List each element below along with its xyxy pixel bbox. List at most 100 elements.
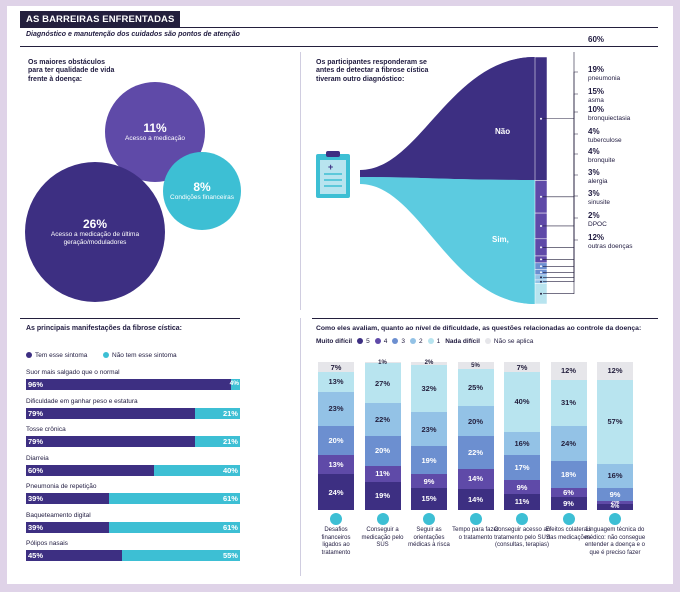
difficulty-segment: 12% bbox=[597, 361, 633, 380]
bubble-value: 26% bbox=[82, 216, 108, 231]
difficulty-segment: 19% bbox=[411, 445, 447, 475]
difficulty-category-label: Desafios financeiros ligados ao tratamen… bbox=[321, 527, 351, 556]
hbar-has-symptom: 45% bbox=[26, 550, 123, 561]
difficulty-segment: 32% bbox=[411, 363, 447, 413]
hbar-value: 40% bbox=[222, 465, 238, 475]
sankey-chart: + Não Sim, bbox=[316, 52, 578, 305]
difficulty-segment: 23% bbox=[411, 411, 447, 447]
category-icon bbox=[330, 513, 342, 525]
difficulty-legend-item: 2 bbox=[409, 338, 423, 345]
category-icon bbox=[609, 513, 621, 525]
difficulty-segment: 22% bbox=[457, 435, 494, 469]
category-icon bbox=[516, 513, 528, 525]
difficulty-column: 9% 6% 18% 24% 31% 12% bbox=[550, 361, 587, 510]
difficulty-segment: 20% bbox=[318, 424, 354, 456]
hbar-no-symptom: 61% bbox=[109, 521, 240, 533]
difficulty-segment: 18% bbox=[550, 460, 587, 488]
difficulty-category-label: Seguir as orientações médicas à risca bbox=[408, 527, 450, 548]
sankey-anchor-dot bbox=[540, 117, 542, 120]
bubble-modulators: 26% Acesso a medicação de última geração… bbox=[25, 162, 165, 302]
difficulty-column: 14% 14% 22% 20% 25% 5% bbox=[457, 361, 494, 510]
sankey-leader-line bbox=[543, 71, 578, 198]
hbar-value: 55% bbox=[222, 551, 238, 560]
legend-dot bbox=[374, 338, 381, 345]
difficulty-segment: 23% bbox=[318, 390, 354, 426]
hbar-row: 79% 21% bbox=[26, 436, 240, 447]
difficulty-category-label: Conseguir a medicação pelo SUS bbox=[361, 527, 404, 548]
difficulty-segment: 15% bbox=[411, 486, 447, 510]
hbar-value: 45% bbox=[28, 551, 44, 560]
sankey-leader-line bbox=[543, 174, 578, 273]
sankey-item-label: 15% asma bbox=[588, 87, 605, 104]
sankey-anchor-dot bbox=[540, 246, 542, 249]
legend-dot bbox=[392, 338, 399, 345]
title-rule bbox=[20, 27, 658, 28]
difficulty-segment: 31% bbox=[550, 378, 587, 426]
sankey-item-label: 3% sinusite bbox=[588, 189, 611, 206]
hbar-value: 61% bbox=[222, 522, 238, 532]
difficulty-segment: 20% bbox=[457, 405, 494, 436]
hbar-no-symptom: 61% bbox=[109, 493, 240, 504]
sankey-leader-line bbox=[543, 52, 575, 120]
bubble-value: 11% bbox=[143, 120, 167, 135]
sankey-anchor-dot bbox=[540, 195, 542, 198]
difficulty-legend-item: 1 bbox=[427, 338, 440, 345]
sankey-item-label: 4% tuberculose bbox=[588, 127, 622, 144]
sankey-leader-line bbox=[543, 93, 578, 227]
difficulty-column: 24% 13% 20% 23% 13% 7% bbox=[318, 361, 354, 510]
hbar-row: 79% 21% bbox=[26, 407, 240, 419]
bubble-label: Acesso a medicação bbox=[125, 134, 185, 142]
difficulty-segment: 14% bbox=[457, 488, 494, 510]
difficulty-column: 19% 11% 20% 22% 27% 1% bbox=[364, 360, 401, 510]
hbar-category-label: Baqueteamento digital bbox=[26, 511, 91, 519]
legend-dot bbox=[103, 352, 109, 359]
difficulty-segment: 27% bbox=[364, 362, 401, 404]
difficulty-legend-item: 5 bbox=[357, 338, 370, 345]
hbar-value: 79% bbox=[28, 408, 44, 418]
hbar-no-symptom: 55% bbox=[122, 550, 240, 561]
difficulty-segment: 13% bbox=[318, 454, 354, 475]
sankey-item-label: 12% outras doenças bbox=[588, 233, 633, 250]
difficulty-category-label: Linguagem técnica do médico: não consegu… bbox=[584, 527, 646, 556]
difficulty-segment: 20% bbox=[364, 435, 401, 466]
sankey-item-label: 19% pneumonia bbox=[588, 65, 621, 82]
difficulty-legend-item: Não se aplica bbox=[484, 338, 533, 345]
hbar-has-symptom: 39% bbox=[26, 493, 110, 504]
difficulty-segment: 24% bbox=[318, 473, 354, 510]
sankey-anchor-dot bbox=[540, 276, 542, 279]
difficulty-segment: 11% bbox=[504, 492, 540, 510]
difficulty-segment: 7% bbox=[504, 361, 540, 373]
difficulty-segment: 12% bbox=[550, 361, 587, 380]
difficulty-category-label: Efeitos colaterais das medicações bbox=[545, 527, 592, 541]
difficulty-segment: 11% bbox=[364, 464, 401, 482]
page-title: AS BARREIRAS ENFRENTADAS bbox=[20, 11, 181, 28]
hbar-value: 60% bbox=[28, 465, 44, 475]
difficulty-segment: 9% bbox=[597, 486, 633, 502]
difficulty-segment: 14% bbox=[457, 467, 494, 490]
hbar-value: 39% bbox=[28, 522, 44, 532]
sankey-leader-line bbox=[543, 153, 578, 267]
legend-dot bbox=[26, 352, 32, 359]
difficulty-segment: 19% bbox=[364, 480, 401, 510]
hbar-has-symptom: 96% bbox=[26, 379, 232, 390]
difficulty-segment: 9% bbox=[550, 495, 587, 510]
bubble-label: Acesso a medicação de última geração/mod… bbox=[50, 230, 140, 246]
sankey-title: Os participantes responderam se antes de… bbox=[316, 59, 429, 83]
difficulty-segment: 57% bbox=[597, 378, 633, 465]
difficulty-segment: 6% bbox=[550, 486, 587, 497]
difficulty-segment: 7% bbox=[318, 361, 354, 373]
legend-dot bbox=[357, 338, 364, 345]
difficulty-category-label: Conseguir acesso ao tratamento pelo SUS … bbox=[493, 527, 551, 548]
sankey-leader-line bbox=[543, 239, 578, 295]
section-divider bbox=[300, 52, 301, 310]
bubble-value: 8% bbox=[193, 179, 211, 194]
sankey-leaders bbox=[543, 52, 578, 295]
category-icon bbox=[376, 513, 389, 525]
hbar-category-label: Pneumonia de repetição bbox=[26, 483, 97, 490]
hbar-has-symptom: 79% bbox=[26, 407, 196, 419]
hbar-value: 96% bbox=[28, 380, 44, 389]
hbar-value: 79% bbox=[28, 437, 44, 446]
hbar-no-symptom: 21% bbox=[195, 436, 240, 447]
hbar-row: 39% 61% bbox=[26, 521, 240, 533]
difficulty-segment: 16% bbox=[597, 463, 633, 488]
